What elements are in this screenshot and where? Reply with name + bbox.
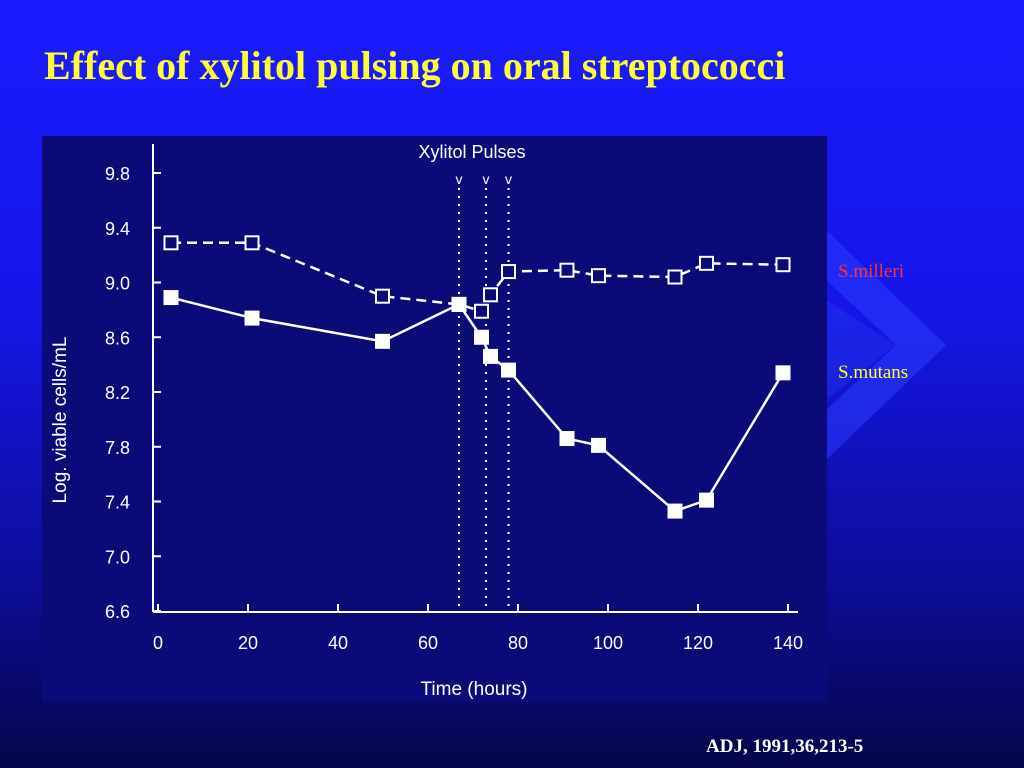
data-point-s-mutans xyxy=(775,365,791,381)
data-point-s-mutans xyxy=(244,310,260,326)
series-line-s-mutans xyxy=(170,296,785,513)
slide-title: Effect of xylitol pulsing on oral strept… xyxy=(44,43,786,88)
x-tick-label: 80 xyxy=(508,633,528,653)
x-tick-label: 20 xyxy=(238,633,258,653)
pulse-marker: v xyxy=(483,171,490,187)
data-point-s-milleri xyxy=(667,269,683,285)
data-point-s-mutans xyxy=(501,362,516,378)
y-tick-label: 7.8 xyxy=(105,438,130,458)
y-axis-title: Log. viable cells/mL xyxy=(50,337,71,504)
y-tick-label: 6.6 xyxy=(105,602,130,622)
citation: ADJ, 1991,36,213-5 xyxy=(706,736,864,757)
pulse-marker: v xyxy=(456,171,463,187)
y-tick-label: 8.2 xyxy=(105,383,130,403)
data-point-s-milleri xyxy=(474,303,489,319)
y-tick-label: 8.6 xyxy=(105,328,130,348)
x-tick-label: 140 xyxy=(773,633,803,653)
data-point-s-milleri xyxy=(375,288,390,304)
data-point-s-mutans xyxy=(483,348,498,364)
line-chart: 6.6 7.0 7.4 7.8 8.2 8.6 9.0 9.4 9.8 0 20 40 60 80 100 1… xyxy=(50,142,803,700)
y-tick-label: 9.4 xyxy=(105,219,130,239)
chart-title: Xylitol Pulses xyxy=(418,142,525,162)
x-tick-label: 60 xyxy=(418,633,438,653)
data-point-s-milleri xyxy=(591,268,606,284)
x-tick-label: 40 xyxy=(328,633,348,653)
x-tick-label: 120 xyxy=(683,633,713,653)
data-point-s-mutans xyxy=(559,431,575,447)
data-point-s-mutans xyxy=(699,492,714,508)
y-tick-label: 9.0 xyxy=(105,274,130,294)
x-axis-title: Time (hours) xyxy=(421,679,528,700)
pulse-marker: v xyxy=(505,171,512,187)
x-tick-label: 100 xyxy=(593,633,623,653)
data-point-s-milleri xyxy=(163,235,179,251)
data-point-s-milleri xyxy=(775,257,791,273)
series-line-s-milleri xyxy=(171,241,784,313)
data-point-s-mutans xyxy=(667,503,683,519)
data-point-s-milleri xyxy=(699,255,714,271)
data-point-s-mutans xyxy=(591,437,606,453)
chart-panel: 6.6 7.0 7.4 7.8 8.2 8.6 9.0 9.4 9.8 0 20 40 60 80 100 1… xyxy=(42,136,827,702)
data-point-s-milleri xyxy=(559,262,575,278)
data-point-s-mutans xyxy=(451,296,467,312)
data-point-s-milleri xyxy=(244,235,260,251)
data-point-s-mutans xyxy=(163,290,179,306)
y-tick-label: 9.8 xyxy=(105,164,130,184)
x-tick-label: 0 xyxy=(153,633,163,653)
data-point-s-milleri xyxy=(483,287,498,303)
legend-milleri: S.milleri xyxy=(838,261,904,282)
data-point-s-mutans xyxy=(375,333,390,349)
y-tick-label: 7.4 xyxy=(105,493,130,513)
y-tick-label: 7.0 xyxy=(105,547,130,567)
data-point-s-milleri xyxy=(501,264,516,280)
legend-mutans: S.mutans xyxy=(838,362,909,383)
data-point-s-mutans xyxy=(474,329,489,345)
